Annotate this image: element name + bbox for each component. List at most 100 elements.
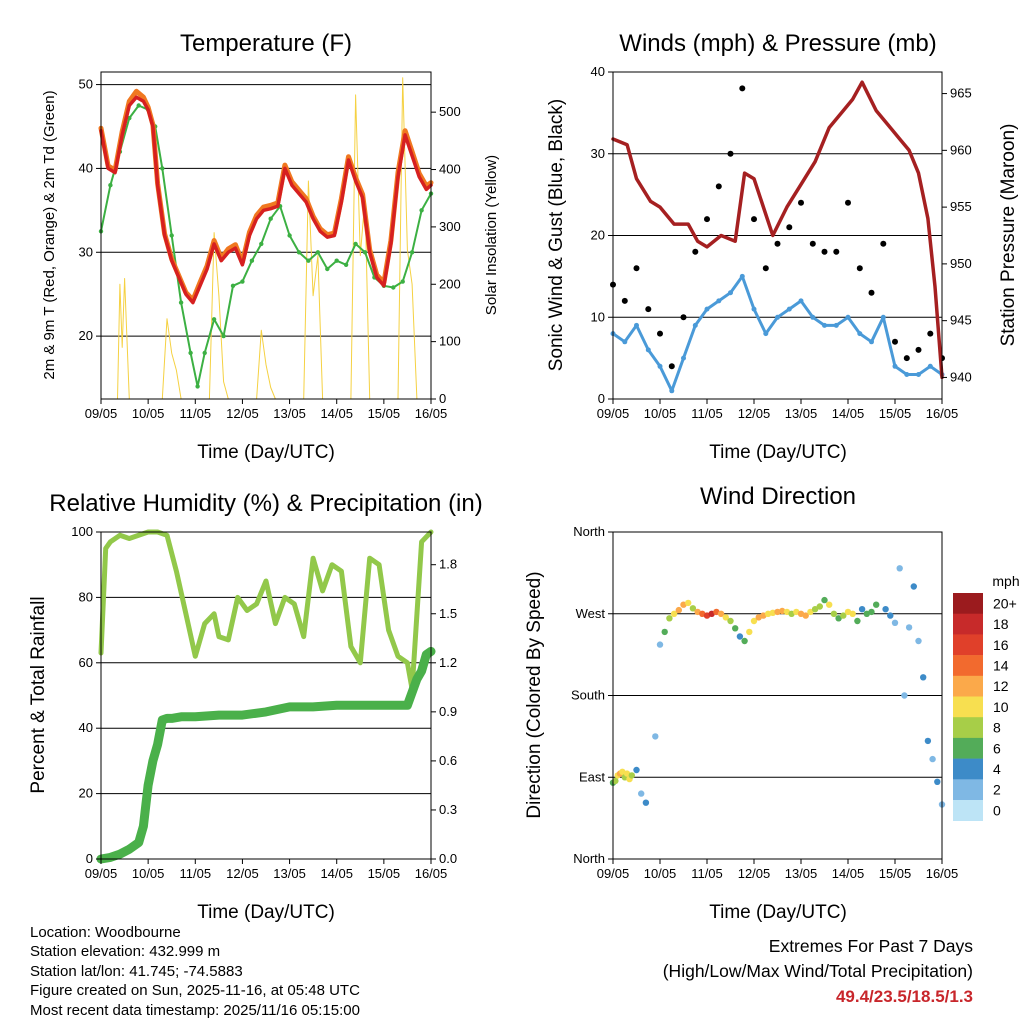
wind-direction-point: [741, 637, 748, 645]
wind-direction-point: [896, 565, 903, 572]
humidity-ylabel: Percent & Total Rainfall: [28, 596, 49, 793]
colorbar-level: 6: [993, 740, 1001, 756]
gust-point: [715, 183, 722, 190]
x-tick-label: 16/05: [415, 406, 448, 421]
y-tick-label: 30: [591, 146, 605, 161]
winds-pressure-panel: Winds (mph) & Pressure (mb) 0 10 20 30 40 940…: [546, 30, 1019, 463]
speed-colorbar: mph 20+ 18 16 14 12 10 8 6 4 2 0: [953, 573, 1020, 821]
dewpoint-point: [343, 262, 349, 267]
wind-direction-point: [882, 606, 889, 613]
x-tick-label: 15/05: [879, 866, 912, 881]
y-tick-label: 30: [79, 244, 93, 259]
wind-direction-xlabel: Time (Day/UTC): [709, 902, 847, 923]
y-right-tick-label: 955: [950, 199, 972, 214]
x-tick-label: 09/05: [85, 866, 118, 881]
gust-point: [845, 199, 851, 206]
dewpoint-point: [306, 258, 311, 263]
gust-point: [786, 224, 793, 231]
wind-direction-point: [612, 777, 619, 785]
y-tick-label: West: [576, 606, 606, 621]
colorbar-swatch: [953, 800, 983, 821]
wind-direction-point: [835, 615, 842, 622]
wind-direction-title: Wind Direction: [700, 483, 856, 510]
wind-direction-point: [675, 606, 682, 614]
y-right-tick-label: 965: [950, 86, 972, 101]
sonic-wind-point: [716, 298, 722, 304]
winds-xlabel: Time (Day/UTC): [709, 442, 847, 463]
sonic-wind-point: [810, 314, 816, 320]
y-right-tick-label: 300: [439, 219, 461, 234]
temperature-xlabel: Time (Day/UTC): [197, 442, 335, 463]
wind-direction-point: [934, 778, 941, 785]
dewpoint-point: [188, 350, 193, 356]
gust-point: [739, 85, 746, 92]
x-tick-label: 16/05: [926, 866, 959, 881]
wind-direction-panel: Wind Direction 09/05 10/05 11/05 12/05 13/05…: [524, 483, 1020, 923]
y-tick-label: 20: [79, 328, 93, 343]
x-tick-label: 10/05: [644, 406, 677, 421]
colorbar-swatch: [953, 779, 983, 801]
colorbar-label: mph: [992, 573, 1019, 589]
gust-point: [821, 248, 828, 255]
dewpoint-point: [287, 233, 292, 238]
x-tick-label: 16/05: [415, 866, 448, 881]
humidity-frame: [100, 531, 432, 860]
sonic-wind-point: [645, 347, 651, 353]
dewpoint-point: [325, 266, 330, 272]
dewpoint-point: [169, 233, 174, 238]
y-tick-label: South: [571, 688, 605, 703]
dewpoint-point: [259, 241, 264, 247]
wind-direction-point: [915, 637, 922, 645]
wind-direction-point: [887, 612, 894, 619]
x-tick-label: 11/05: [179, 406, 211, 421]
gust-point: [668, 363, 675, 370]
dewpoint-point: [362, 250, 368, 255]
x-tick-label: 09/05: [597, 866, 630, 881]
x-tick-label: 16/05: [926, 406, 959, 421]
wind-direction-point: [873, 601, 880, 608]
x-tick-label: 12/05: [738, 406, 771, 421]
rainfall-line: [96, 646, 436, 864]
wind-direction-point: [685, 599, 692, 607]
wind-direction-point: [849, 610, 856, 617]
gust-point: [645, 306, 652, 313]
colorbar-swatch: [953, 717, 983, 739]
gust-point: [856, 265, 863, 272]
sonic-wind-point: [869, 339, 874, 345]
sonic-wind-point: [634, 322, 639, 328]
y-right-tick-label: 950: [950, 256, 972, 271]
sonic-wind-point: [657, 363, 663, 369]
dewpoint-point: [108, 183, 113, 188]
colorbar-swatch: [953, 737, 983, 759]
y-tick-label: East: [579, 769, 605, 784]
y-right-tick-label: 0.9: [439, 704, 457, 719]
sonic-wind-point: [833, 322, 839, 328]
x-tick-label: 10/05: [644, 866, 677, 881]
gust-point: [633, 265, 640, 272]
wind-direction-point: [746, 628, 753, 636]
wind-direction-point: [666, 615, 673, 622]
x-tick-label: 12/05: [226, 406, 259, 421]
gust-point: [727, 150, 734, 157]
x-tick-label: 14/05: [832, 406, 865, 421]
y-tick-label: 20: [79, 786, 93, 801]
temperature-title: Temperature (F): [180, 30, 352, 57]
gust-point: [704, 216, 710, 223]
wind-direction-point: [689, 605, 697, 612]
x-tick-label: 11/05: [691, 406, 723, 421]
wind-direction-point: [732, 625, 739, 632]
gust-point: [751, 216, 757, 223]
sonic-wind-point: [692, 322, 698, 328]
wind-direction-point: [920, 674, 927, 681]
insolation-ylabel: Solar Insolation (Yellow): [483, 155, 500, 315]
humidity-title: Relative Humidity (%) & Precipitation (i…: [49, 490, 482, 517]
y-right-tick-label: 400: [439, 162, 461, 177]
y-tick-label: 40: [79, 160, 93, 175]
colorbar-swatch: [953, 613, 983, 635]
wind-direction-point: [717, 610, 725, 617]
wind-direction-point: [868, 608, 875, 616]
y-tick-label: 0: [86, 851, 93, 866]
dewpoint-point: [400, 279, 405, 284]
wind-direction-point: [736, 633, 744, 640]
pressure-line: [611, 80, 944, 380]
